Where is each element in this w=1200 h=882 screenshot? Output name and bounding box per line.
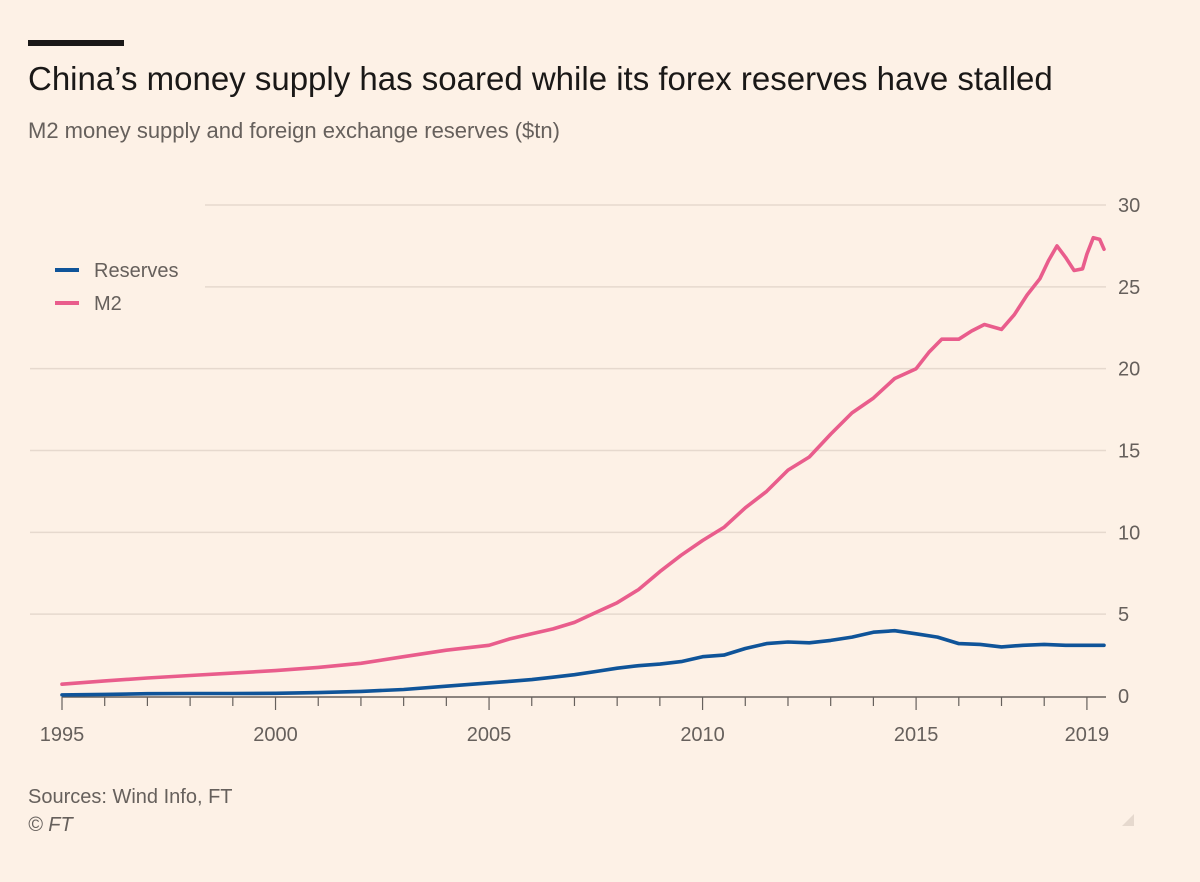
source-note: Sources: Wind Info, FT — [28, 786, 233, 808]
y-tick-label-20: 20 — [1118, 359, 1140, 381]
line-chart: 0 5 10 15 20 25 30 1995 2000 2005 2010 2015 2019 Re… — [30, 195, 1140, 746]
legend-label-reserves: Reserves — [94, 260, 178, 282]
chart-subtitle: M2 money supply and foreign exchange res… — [28, 118, 560, 143]
legend-label-m2: M2 — [94, 293, 122, 315]
y-tick-label-10: 10 — [1118, 522, 1140, 544]
grid-lines — [30, 204, 1106, 615]
x-tick-label-1995: 1995 — [40, 724, 85, 746]
y-tick-label-25: 25 — [1118, 277, 1140, 299]
y-tick-label-30: 30 — [1118, 195, 1140, 217]
resize-grip-icon — [1122, 814, 1134, 826]
y-axis: 0 5 10 15 20 25 30 — [1118, 195, 1140, 708]
x-tick-label-2015: 2015 — [894, 724, 939, 746]
x-tick-label-2005: 2005 — [467, 724, 512, 746]
legend: Reserves M2 — [55, 260, 178, 315]
y-tick-label-15: 15 — [1118, 441, 1140, 463]
x-tick-label-2010: 2010 — [680, 724, 725, 746]
x-tick-label-2000: 2000 — [253, 724, 298, 746]
series-line-m2 — [60, 235, 1106, 686]
x-axis: 1995 2000 2005 2010 2015 2019 — [40, 696, 1110, 746]
chart-title: China’s money supply has soared while it… — [28, 60, 1053, 97]
y-tick-label-5: 5 — [1118, 604, 1129, 626]
y-tick-label-0: 0 — [1118, 686, 1129, 708]
series-line-reserves — [60, 628, 1106, 697]
copyright-note: © FT — [28, 814, 73, 836]
title-accent-rule — [28, 40, 124, 46]
x-tick-label-2019: 2019 — [1065, 724, 1110, 746]
series-lines — [60, 235, 1106, 697]
